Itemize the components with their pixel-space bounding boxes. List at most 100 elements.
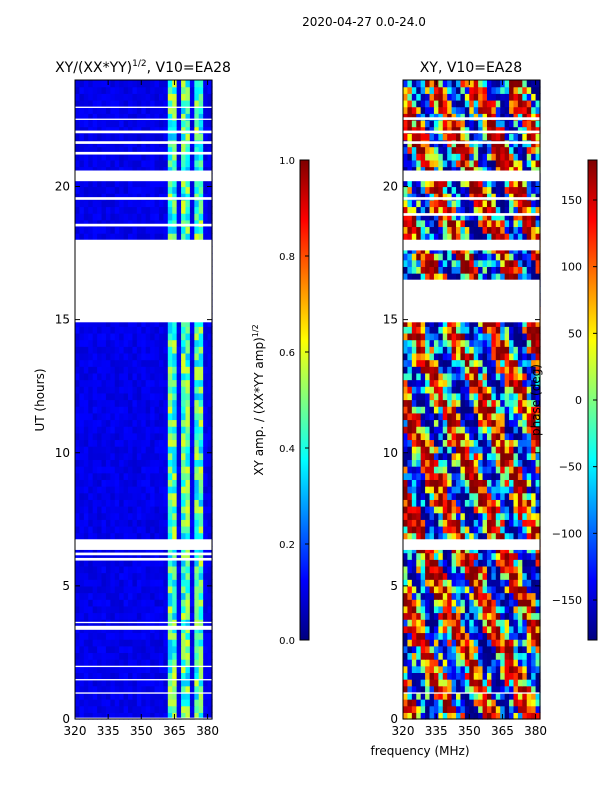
heatmap-cell <box>110 659 116 667</box>
heatmap-cell <box>509 366 515 374</box>
heatmap-cell <box>101 432 107 441</box>
heatmap-cell <box>189 579 195 587</box>
heatmap-cell <box>495 486 501 494</box>
heatmap-cell <box>114 86 120 94</box>
heatmap-cell <box>88 99 94 108</box>
heatmap-cell <box>92 153 98 161</box>
heatmap-cell <box>141 419 147 427</box>
heatmap-cell <box>517 652 523 660</box>
heatmap-cell <box>97 193 103 201</box>
heatmap-cell <box>407 446 413 454</box>
heatmap-cell <box>92 199 98 208</box>
heatmap-cell <box>194 432 200 441</box>
heatmap-cell <box>447 386 453 394</box>
heatmap-cell <box>114 492 120 500</box>
heatmap-cell <box>154 426 160 434</box>
heatmap-cell <box>425 599 431 607</box>
heatmap-cell <box>420 559 426 567</box>
heatmap-cell <box>141 506 147 514</box>
heatmap-cell <box>75 579 81 587</box>
heatmap-cell <box>79 359 85 367</box>
heatmap-cell <box>456 632 462 640</box>
heatmap-cell <box>150 219 156 228</box>
heatmap-cell <box>203 412 209 421</box>
heatmap-cell <box>110 559 116 567</box>
heatmap-cell <box>203 339 209 347</box>
heatmap-cell <box>79 339 85 347</box>
heatmap-cell <box>420 492 426 500</box>
flagged-band <box>75 141 212 144</box>
heatmap-cell <box>154 146 160 154</box>
heatmap-cell <box>88 379 94 387</box>
heatmap-cell <box>181 186 187 194</box>
heatmap-cell <box>105 166 111 174</box>
heatmap-cell <box>407 525 413 534</box>
heatmap-cell <box>83 419 89 427</box>
heatmap-cell <box>176 412 182 421</box>
heatmap-cell <box>451 419 457 427</box>
heatmap-cell <box>469 479 475 487</box>
heatmap-cell <box>132 86 138 94</box>
heatmap-cell <box>429 499 435 507</box>
heatmap-cell <box>88 519 94 527</box>
heatmap-cell <box>163 712 169 720</box>
heatmap-cell <box>403 639 409 647</box>
heatmap-cell <box>101 359 107 367</box>
heatmap-cell <box>172 459 178 467</box>
heatmap-cell <box>500 332 506 341</box>
heatmap-cell <box>478 486 484 494</box>
heatmap-cell <box>141 99 147 108</box>
heatmap-cell <box>136 326 142 334</box>
heatmap-cell <box>75 80 81 88</box>
heatmap-cell <box>531 339 537 347</box>
heatmap-cell <box>79 366 85 374</box>
heatmap-cell <box>535 685 541 693</box>
heatmap-cell <box>172 106 178 114</box>
heatmap-cell <box>447 559 453 567</box>
heatmap-cell <box>114 592 120 600</box>
heatmap-cell <box>181 605 187 614</box>
heatmap-cell <box>172 519 178 527</box>
heatmap-cell <box>158 412 164 421</box>
heatmap-cell <box>114 452 120 461</box>
heatmap-cell <box>438 572 444 580</box>
heatmap-cell <box>158 319 164 327</box>
heatmap-cell <box>154 99 160 108</box>
heatmap-cell <box>420 379 426 387</box>
heatmap-cell <box>114 206 120 214</box>
heatmap-cell <box>420 572 426 580</box>
heatmap-cell <box>531 585 537 594</box>
heatmap-cell <box>442 532 448 540</box>
heatmap-cell <box>119 672 125 680</box>
heatmap-cell <box>105 186 111 194</box>
heatmap-cell <box>97 119 103 128</box>
heatmap-cell <box>79 499 85 507</box>
heatmap-cell <box>119 499 125 507</box>
heatmap-cell <box>456 459 462 467</box>
heatmap-cell <box>416 525 422 534</box>
heatmap-cell <box>486 466 492 474</box>
heatmap-cell <box>114 399 120 407</box>
heatmap-cell <box>92 372 98 381</box>
heatmap-cell <box>203 645 209 654</box>
heatmap-cell <box>478 492 484 500</box>
heatmap-cell <box>464 705 470 713</box>
heatmap-cell <box>114 319 120 327</box>
heatmap-cell <box>407 486 413 494</box>
heatmap-cell <box>172 319 178 327</box>
heatmap-cell <box>110 106 116 114</box>
heatmap-cell <box>167 525 173 534</box>
heatmap-cell <box>495 572 501 580</box>
heatmap-cell <box>447 585 453 594</box>
heatmap-cell <box>88 419 94 427</box>
heatmap-cell <box>442 472 448 480</box>
heatmap-cell <box>141 186 147 194</box>
heatmap-cell <box>447 492 453 500</box>
heatmap-cell <box>141 319 147 327</box>
heatmap-cell <box>172 419 178 427</box>
heatmap-cell <box>517 352 523 361</box>
heatmap-cell <box>464 466 470 474</box>
heatmap-cell <box>105 532 111 540</box>
heatmap-cell <box>198 233 204 241</box>
heatmap-cell <box>460 359 466 367</box>
